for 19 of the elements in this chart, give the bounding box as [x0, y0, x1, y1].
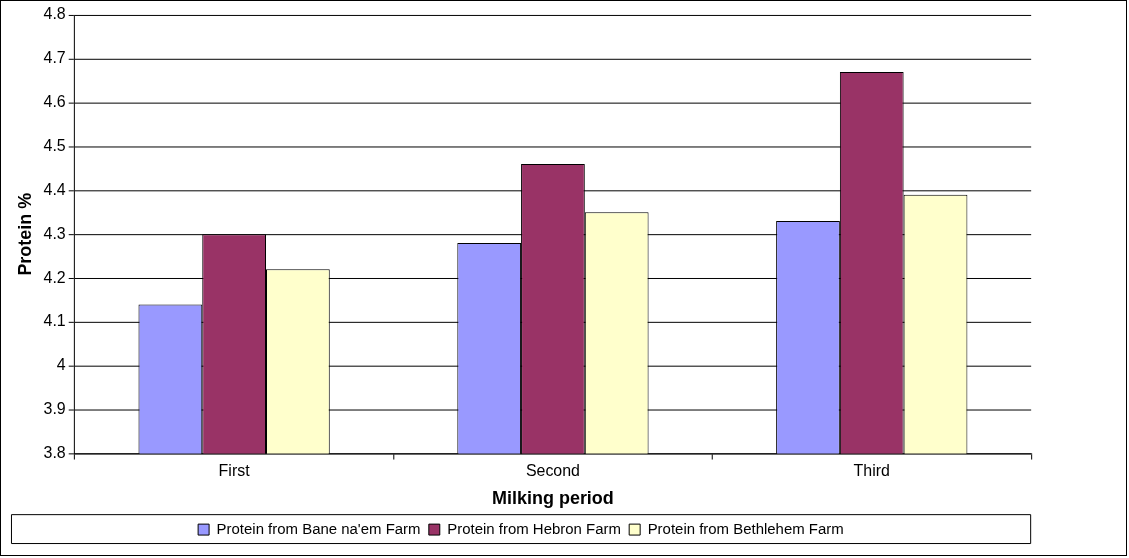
legend-label: Protein from Bane na'em Farm [216, 519, 421, 537]
x-tick-label: First [218, 462, 251, 480]
y-tick-label: 4.2 [43, 268, 66, 286]
y-tick-label: 3.8 [43, 443, 66, 461]
x-axis-title: Milking period [492, 488, 614, 509]
y-tick-label: 4.8 [43, 5, 66, 23]
x-tick-label: Second [525, 462, 580, 480]
y-tick-label: 3.9 [43, 400, 66, 418]
legend-label: Protein from Hebron Farm [447, 519, 621, 537]
y-tick-label: 4.3 [43, 224, 66, 242]
y-tick-label: 4 [56, 356, 66, 374]
y-tick-label: 4.6 [43, 93, 66, 111]
y-axis-title: Protein % [14, 192, 35, 276]
x-tick-label: Third [853, 462, 890, 480]
legend-label: Protein from Bethlehem Farm [647, 519, 844, 537]
y-tick-label: 4.1 [43, 312, 66, 330]
y-tick-label: 4.4 [43, 180, 66, 198]
y-tick-label: 4.5 [43, 136, 66, 154]
y-tick-label: 4.7 [43, 49, 66, 67]
